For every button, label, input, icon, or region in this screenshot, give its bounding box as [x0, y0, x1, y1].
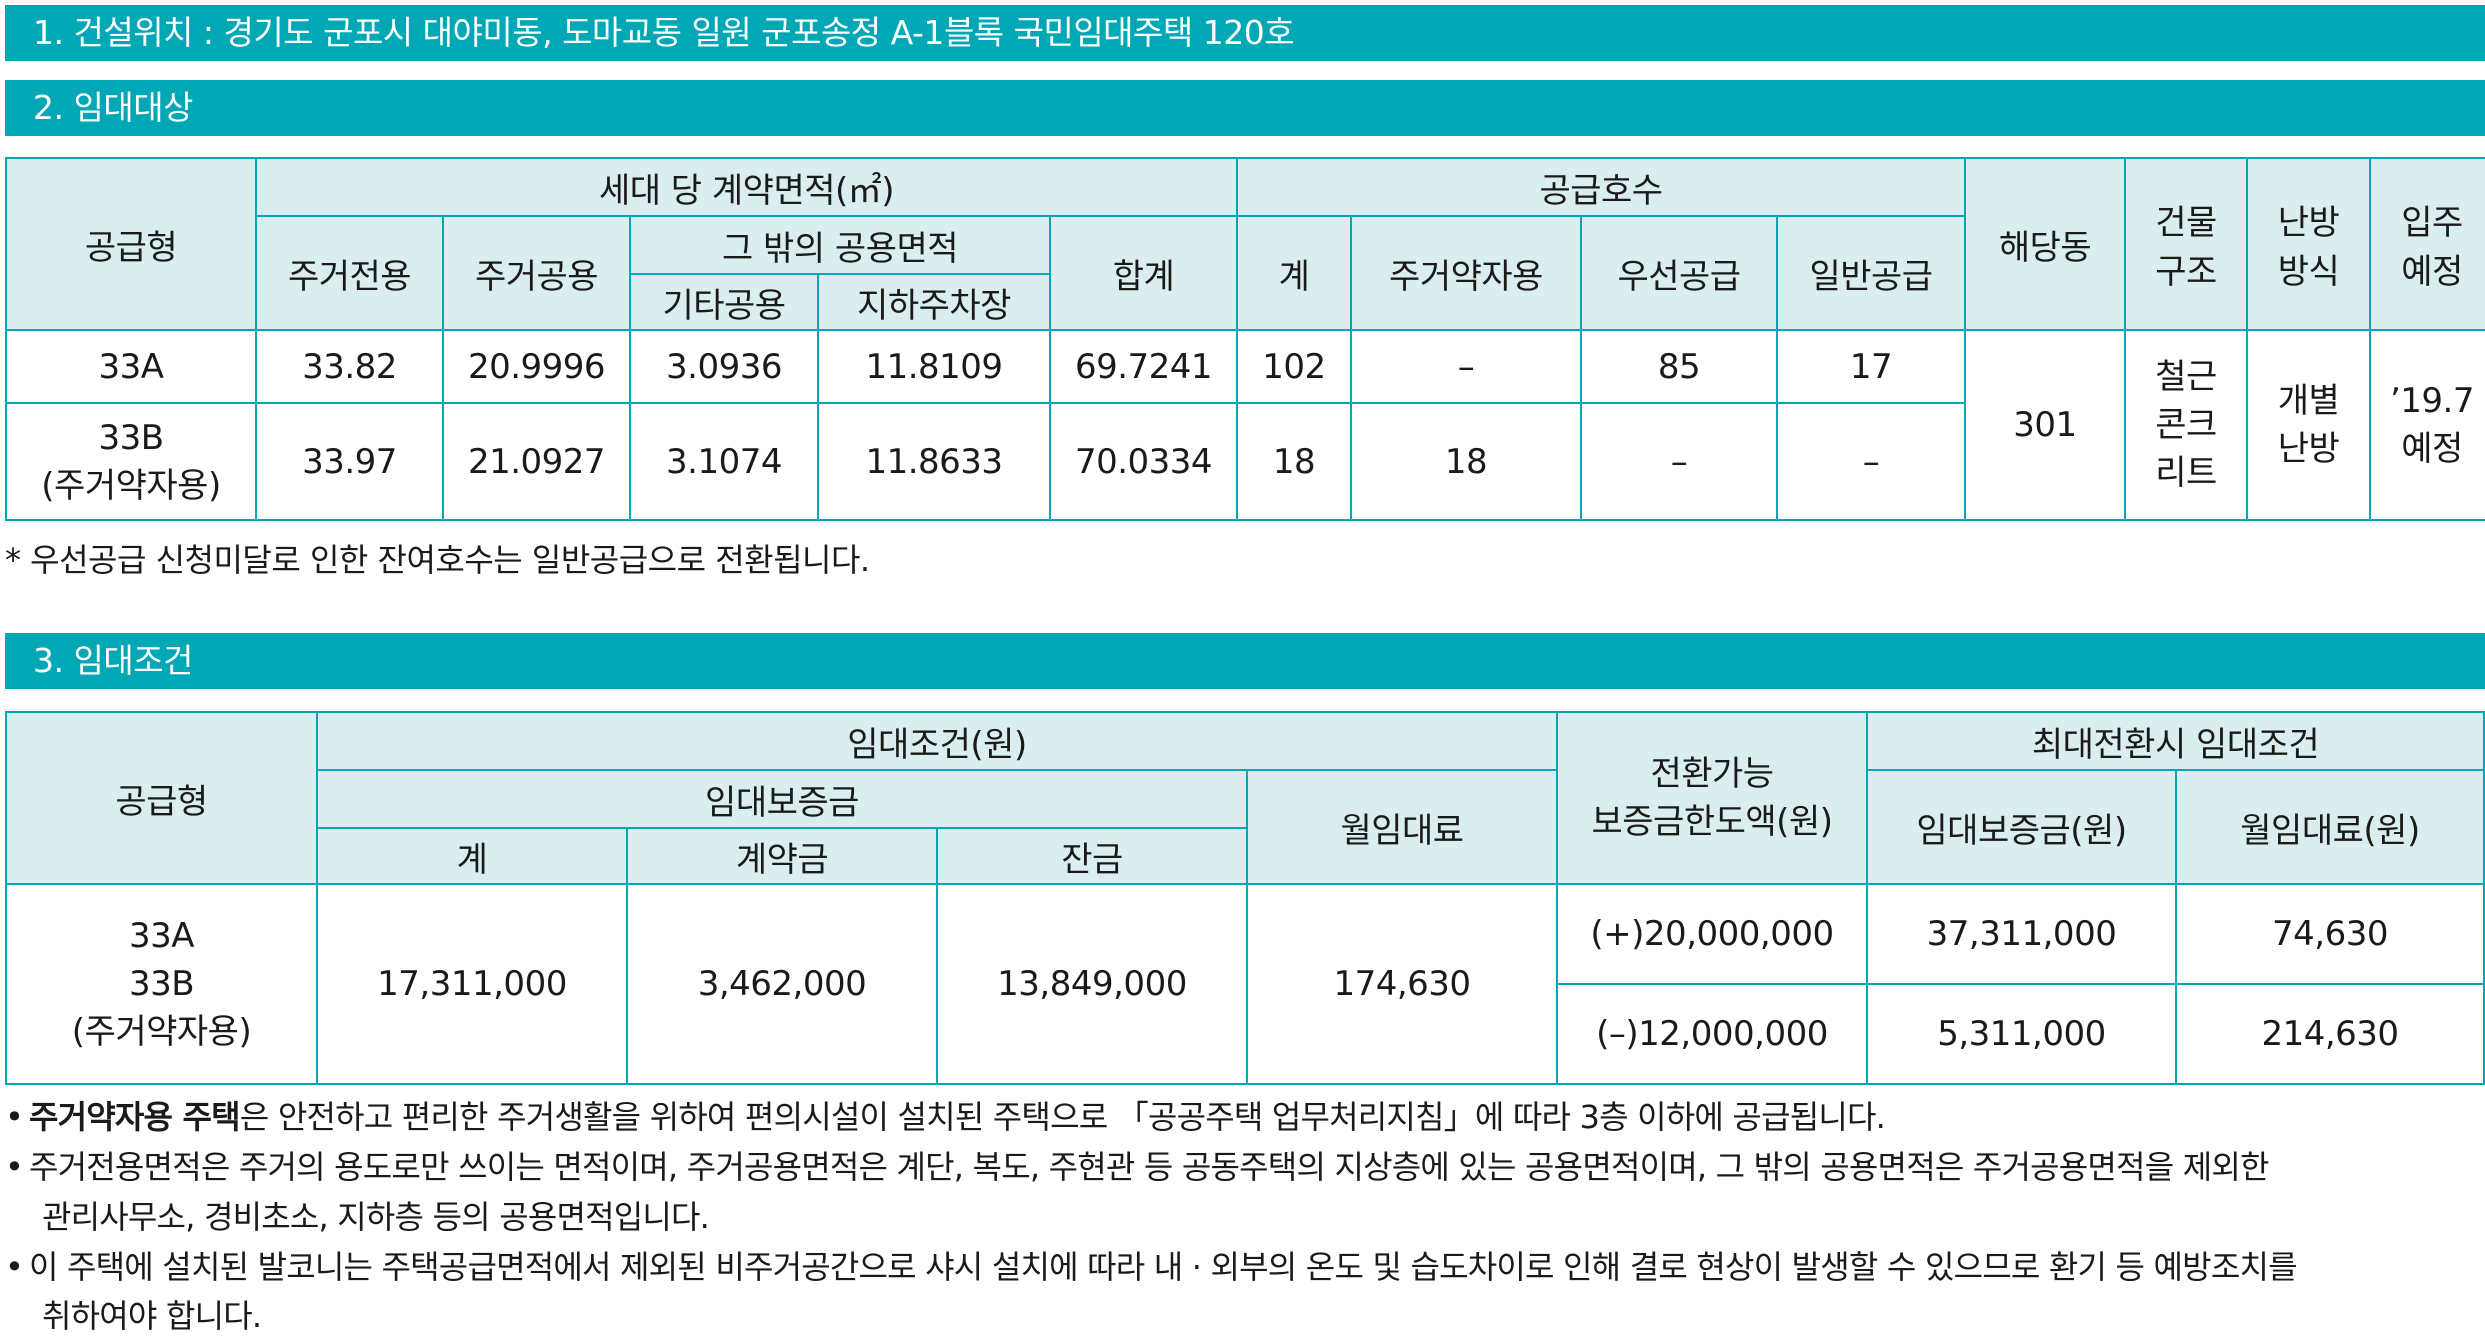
header-other-common: 그 밖의 공용면적	[629, 215, 1051, 275]
rental-conditions-table: 공급형 임대조건(원) 전환가능 보증금한도액(원) 최대전환시 임대조건 임대보…	[5, 711, 2485, 1085]
cell-total: 69.7241	[1049, 329, 1238, 404]
supply-note: * 우선공급 신청미달로 인한 잔여호수는 일반공급으로 전환됩니다.	[5, 541, 870, 579]
cell-exclusive: 33.97	[255, 402, 444, 521]
cell-structure: 철근 콘크 리트	[2124, 329, 2248, 521]
cell-contract-money: 3,462,000	[626, 883, 938, 1085]
header-deposit-total: 계	[316, 827, 628, 885]
cell-supply-priority: 85	[1580, 329, 1778, 404]
cell-supply-general: –	[1776, 402, 1966, 521]
header-supply-priority: 우선공급	[1580, 215, 1778, 331]
bullet-3-continued: 취하여야 합니다.	[42, 1297, 262, 1335]
table-row: 33B (주거약자용) 33.97 21.0927 3.1074 11.8633 …	[5, 402, 2485, 521]
cell-supply-total: 102	[1236, 329, 1352, 404]
header-contract-money: 계약금	[626, 827, 938, 885]
cell-total: 70.0334	[1049, 402, 1238, 521]
header-max-group: 최대전환시 임대조건	[1865, 711, 2485, 771]
cell-type: 33B (주거약자용)	[5, 402, 257, 521]
cell-common: 20.9996	[442, 329, 631, 404]
bullet-dot-icon: •	[5, 1098, 24, 1136]
cell-heating: 개별 난방	[2246, 329, 2371, 521]
cell-max-rent-plus: 74,630	[2174, 883, 2485, 985]
cell-exclusive: 33.82	[255, 329, 444, 404]
bullet-dot-icon: •	[5, 1248, 24, 1286]
cell-parking: 11.8633	[817, 402, 1051, 521]
cell-max-rent-minus: 214,630	[2174, 983, 2485, 1085]
section1-title: 1. 건설위치 : 경기도 군포시 대야미동, 도마교동 일원 군포송정 A-1…	[33, 13, 1295, 52]
cell-conv-minus: (–)12,000,000	[1556, 983, 1868, 1085]
cell-building: 301	[1964, 329, 2126, 521]
header-area-group: 세대 당 계약면적(㎡)	[255, 157, 1238, 217]
table-row: (–)12,000,000 5,311,000 214,630	[6, 983, 2485, 1085]
cell-movein: ’19.7 예정	[2369, 329, 2485, 521]
section1-title-bar: 1. 건설위치 : 경기도 군포시 대야미동, 도마교동 일원 군포송정 A-1…	[5, 5, 2485, 61]
bullet-2-text: 주거전용면적은 주거의 용도로만 쓰이는 면적이며, 주거공용면적은 계단, 복…	[29, 1148, 2269, 1186]
section2-title: 2. 임대대상	[33, 88, 193, 127]
cell-etc-common: 3.1074	[629, 402, 819, 521]
header-supply-group: 공급호수	[1236, 157, 1966, 217]
cell-type: 33A	[5, 329, 257, 404]
bullet-3-text: 이 주택에 설치된 발코니는 주택공급면적에서 제외된 비주거공간으로 샤시 설…	[29, 1248, 2298, 1286]
header-max-deposit: 임대보증금(원)	[1866, 769, 2177, 885]
header-underground-parking: 지하주차장	[817, 273, 1051, 331]
cell-deposit-total: 17,311,000	[316, 883, 628, 1085]
cell-conv-plus: (+)20,000,000	[1556, 883, 1868, 985]
cell-supply-total: 18	[1236, 402, 1352, 521]
header-convertible: 전환가능 보증금한도액(원)	[1556, 711, 1868, 885]
bullet-1-text: 은 안전하고 편리한 주거생활을 위하여 편의시설이 설치된 주택으로 「공공주…	[239, 1098, 1886, 1136]
header-balance: 잔금	[936, 827, 1248, 885]
header-type: 공급형	[5, 157, 257, 331]
bullet-3: • 이 주택에 설치된 발코니는 주택공급면적에서 제외된 비주거공간으로 샤시 …	[5, 1243, 2298, 1291]
cell-max-deposit-minus: 5,311,000	[1866, 983, 2177, 1085]
header-common: 주거공용	[442, 215, 631, 331]
cell-etc-common: 3.0936	[629, 329, 819, 404]
cell-supply-disabled: 18	[1350, 402, 1582, 521]
cell-supply-general: 17	[1776, 329, 1966, 404]
header-max-rent: 월임대료(원)	[2174, 769, 2485, 885]
header-supply-total: 계	[1236, 215, 1352, 331]
header-heating: 난방 방식	[2246, 157, 2371, 331]
cell-common: 21.0927	[442, 402, 631, 521]
cell-parking: 11.8109	[817, 329, 1051, 404]
section2-title-bar: 2. 임대대상	[5, 80, 2485, 136]
bullet-1: • 주거약자용 주택은 안전하고 편리한 주거생활을 위하여 편의시설이 설치된 …	[5, 1093, 1886, 1141]
section3-title-bar: 3. 임대조건	[5, 633, 2485, 689]
header-structure: 건물 구조	[2124, 157, 2248, 331]
header-monthly-rent: 월임대료	[1246, 769, 1558, 885]
header-supply-general: 일반공급	[1776, 215, 1966, 331]
header-etc-common: 기타공용	[629, 273, 819, 331]
bullet-2-continued: 관리사무소, 경비초소, 지하층 등의 공용면적입니다.	[42, 1198, 710, 1236]
bullet-1-bold: 주거약자용 주택	[29, 1098, 241, 1136]
cell-type: 33A 33B (주거약자용)	[5, 883, 318, 1085]
cell-balance: 13,849,000	[936, 883, 1248, 1085]
header-building: 해당동	[1964, 157, 2126, 331]
bullet-dot-icon: •	[5, 1148, 24, 1186]
rental-target-table: 공급형 세대 당 계약면적(㎡) 공급호수 해당동 건물 구조 난방 방식 입주 예정…	[5, 157, 2485, 521]
table-row: 33A 33B (주거약자용) 17,311,000 3,462,000 13,84…	[5, 883, 2485, 1085]
cell-monthly-rent: 174,630	[1246, 883, 1558, 1085]
header-conditions: 임대조건(원)	[316, 711, 1558, 771]
table-row: 33A 33.82 20.9996 3.0936 11.8109 69.7241…	[5, 329, 2485, 521]
header-type: 공급형	[5, 711, 318, 885]
header-exclusive: 주거전용	[255, 215, 444, 331]
bullet-2: • 주거전용면적은 주거의 용도로만 쓰이는 면적이며, 주거공용면적은 계단, …	[5, 1143, 2269, 1191]
header-movein: 입주 예정	[2369, 157, 2485, 331]
header-deposit: 임대보증금	[316, 769, 1248, 829]
header-total: 합계	[1049, 215, 1238, 331]
header-supply-disabled: 주거약자용	[1350, 215, 1582, 331]
section3-title: 3. 임대조건	[33, 641, 193, 680]
cell-supply-priority: –	[1580, 402, 1778, 521]
cell-supply-disabled: –	[1350, 329, 1582, 404]
cell-max-deposit-plus: 37,311,000	[1866, 883, 2177, 985]
